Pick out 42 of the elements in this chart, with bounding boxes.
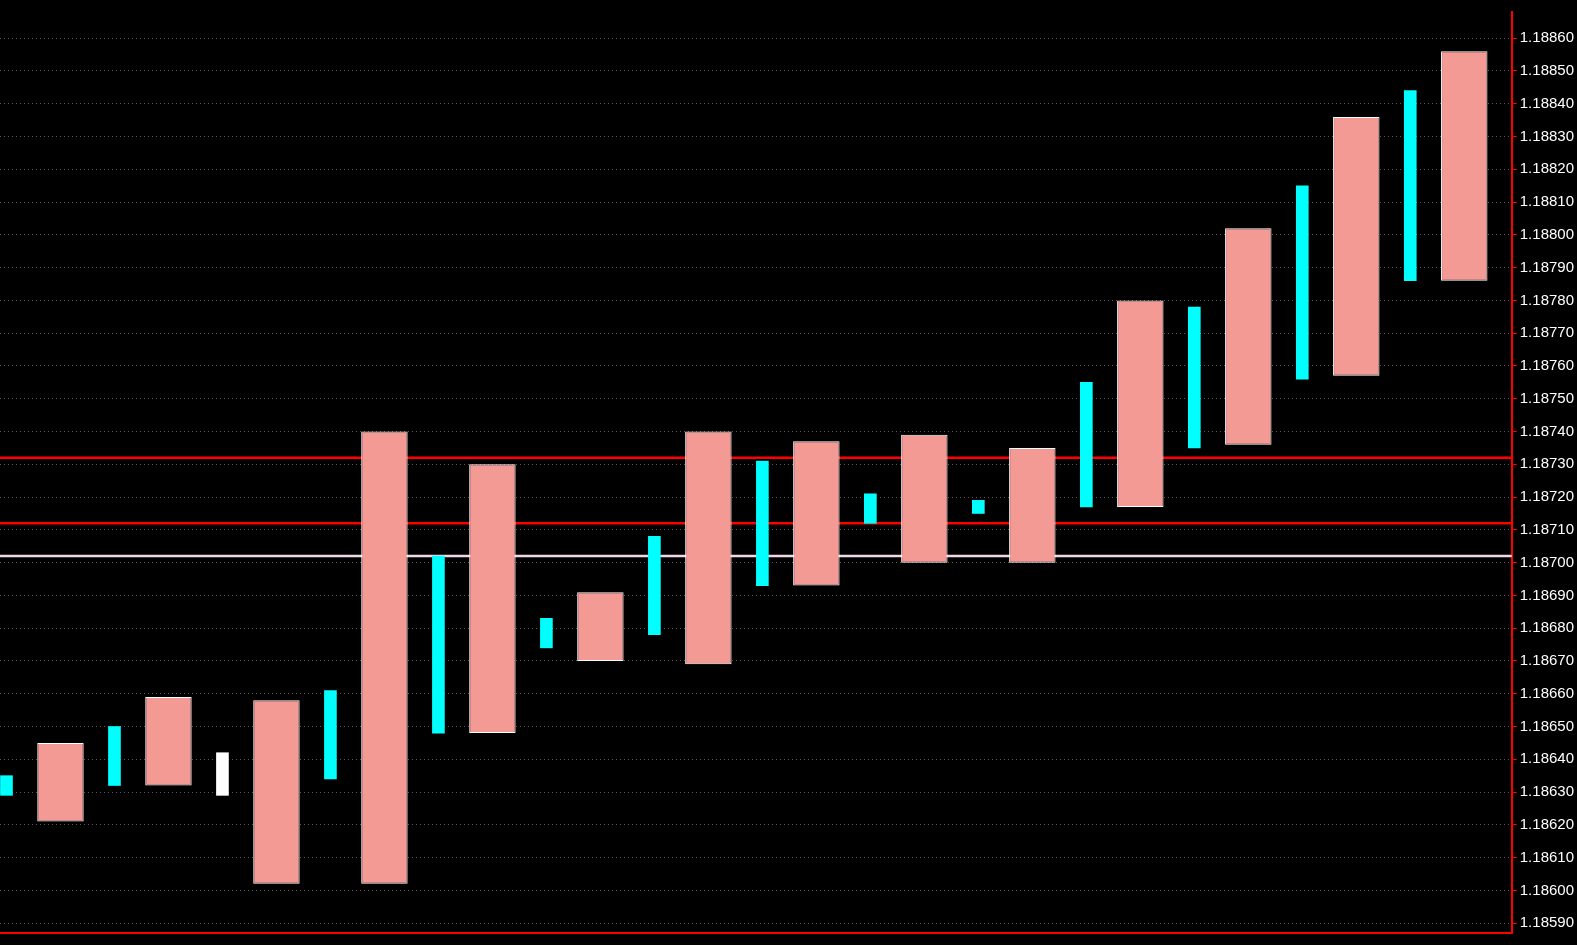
y-tick-label: 1.18820 [1519, 159, 1575, 177]
y-tick-label: 1.18760 [1519, 356, 1575, 374]
bar [540, 618, 553, 649]
bar [1187, 306, 1201, 449]
y-tick-label: 1.18720 [1519, 487, 1575, 505]
y-tick-label: 1.18640 [1519, 749, 1575, 767]
y-tick-label: 1.18800 [1519, 225, 1575, 243]
y-tick-label: 1.18660 [1519, 683, 1575, 701]
y-tick-label: 1.18780 [1519, 290, 1575, 308]
y-tick-label: 1.18590 [1519, 913, 1575, 931]
y-tick-label: 1.18630 [1519, 782, 1575, 800]
bar [1403, 90, 1417, 282]
bar [972, 500, 985, 514]
bar [324, 690, 337, 780]
y-tick-label: 1.18730 [1519, 454, 1575, 472]
bar [756, 460, 769, 586]
y-tick-label: 1.18710 [1519, 520, 1575, 537]
bar [0, 775, 13, 796]
y-tick-label: 1.18650 [1519, 716, 1575, 734]
bar [108, 726, 121, 786]
y-tick-label: 1.18850 [1519, 61, 1575, 79]
y-tick-label: 1.18620 [1519, 814, 1575, 832]
bar [1079, 382, 1093, 508]
y-tick-label: 1.18840 [1519, 93, 1575, 111]
y-tick-label: 1.18610 [1519, 847, 1575, 865]
y-tick-label: 1.18810 [1519, 192, 1575, 210]
y-tick-label: 1.18670 [1519, 651, 1575, 669]
y-tick-label: 1.18690 [1519, 585, 1575, 603]
bar [648, 536, 661, 636]
y-tick-label: 1.18750 [1519, 388, 1575, 406]
y-tick-label: 1.18830 [1519, 126, 1575, 144]
y-tick-label: 1.18600 [1519, 880, 1575, 898]
y-tick-label: 1.18860 [1519, 28, 1575, 46]
y-tick-label: 1.18770 [1519, 323, 1575, 341]
y-tick-label: 1.18700 [1519, 552, 1575, 570]
bar [864, 493, 877, 524]
bar [1295, 185, 1309, 380]
y-tick-label: 1.18790 [1519, 257, 1575, 275]
y-tick-label: 1.18680 [1519, 618, 1575, 636]
bar [216, 752, 229, 796]
bar [432, 555, 445, 734]
y-tick-label: 1.18740 [1519, 421, 1575, 439]
